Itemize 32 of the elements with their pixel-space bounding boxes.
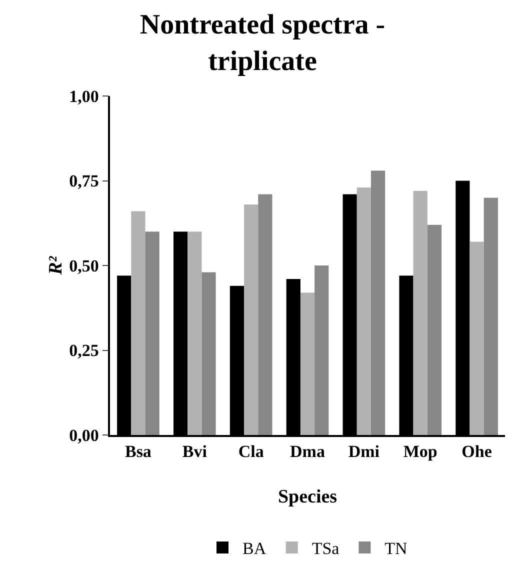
- bar: [314, 266, 329, 435]
- bar: [370, 170, 386, 435]
- x-tick-label: Bvi: [182, 442, 208, 462]
- bar: [131, 211, 146, 435]
- y-tick-label: 0,75: [69, 172, 99, 191]
- bar: [413, 190, 428, 435]
- x-tick-label: Ohe: [462, 442, 492, 462]
- y-axis-title: R²: [46, 255, 66, 276]
- y-tick-label: 0,25: [69, 341, 99, 360]
- bar: [145, 232, 160, 435]
- x-tick-label: Dmi: [348, 442, 380, 462]
- legend-label: TN: [384, 539, 408, 558]
- bar: [300, 292, 315, 435]
- bar: [470, 242, 484, 435]
- bar: [244, 204, 258, 435]
- y-tick-label: 0,00: [69, 426, 99, 445]
- legend-label: BA: [242, 539, 267, 558]
- x-tick-label: Bsa: [124, 442, 152, 462]
- bar: [484, 198, 498, 435]
- chart-title: Nontreated spectra - triplicate: [140, 10, 386, 77]
- bar: [427, 224, 442, 435]
- x-axis-title: Species: [278, 486, 338, 508]
- bar: [188, 232, 202, 435]
- legend-label: TSa: [312, 539, 340, 558]
- bar: [356, 188, 371, 435]
- bar: [258, 194, 272, 435]
- x-tick-label: Mop: [403, 442, 438, 462]
- y-tick-label: 1,00: [69, 86, 99, 106]
- x-tick-label: Cla: [238, 442, 264, 462]
- x-tick-label: Dma: [290, 442, 326, 462]
- y-tick-label: 0,50: [69, 256, 99, 276]
- bar: [202, 272, 216, 435]
